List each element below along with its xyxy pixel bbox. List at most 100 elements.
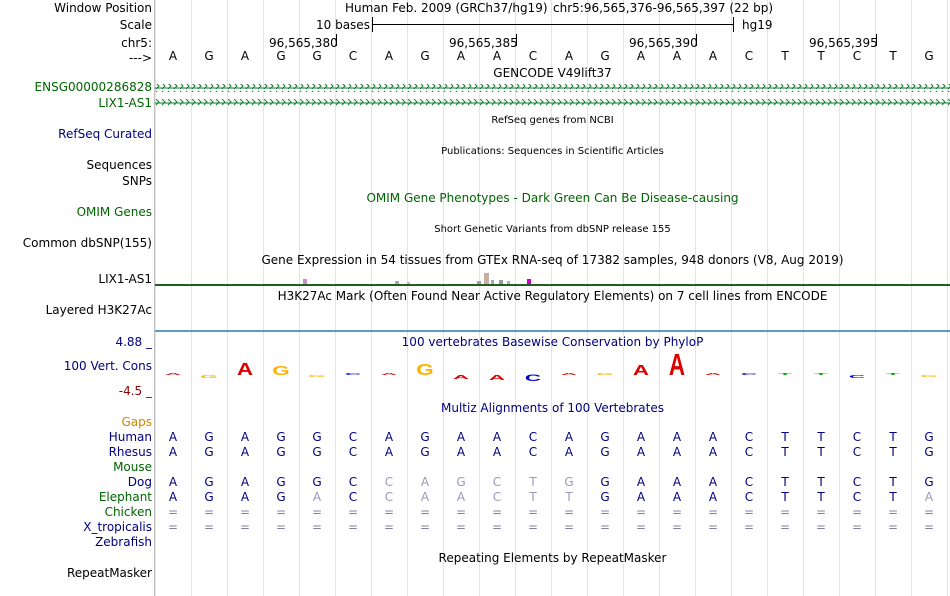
alignment-base-xtrop: = — [275, 520, 287, 534]
alignment-base-chicken: = — [383, 505, 395, 519]
scale-bar-left-tick — [372, 17, 373, 32]
base-letter: C — [348, 49, 358, 63]
gene-ensg00000286828[interactable] — [155, 84, 950, 92]
alignment-base-chicken: = — [203, 505, 215, 519]
label-layered-h3k27ac[interactable]: Layered H3K27Ac — [45, 303, 152, 317]
label-repeatmasker[interactable]: RepeatMasker — [66, 566, 152, 580]
omim-title[interactable]: OMIM Gene Phenotypes - Dark Green Can Be… — [366, 191, 739, 205]
alignment-base-xtrop: = — [779, 520, 791, 534]
alignment-base-human: G — [276, 430, 286, 444]
base-letter: G — [600, 49, 610, 63]
label-rhesus[interactable]: Rhesus — [108, 445, 152, 459]
phylop-letter: A — [165, 373, 182, 376]
repeatmasker-title[interactable]: Repeating Elements by RepeatMasker — [438, 551, 667, 565]
alignment-base-human: G — [924, 430, 934, 444]
base-letter: T — [781, 49, 789, 63]
label-gaps[interactable]: Gaps — [121, 415, 152, 429]
gtex-title[interactable]: Gene Expression in 54 tissues from GTEx … — [261, 253, 844, 267]
label-human[interactable]: Human — [108, 430, 152, 444]
gencode-gene-tracks[interactable] — [155, 82, 950, 110]
gene-lix1-as1[interactable] — [155, 99, 950, 107]
alignment-base-human: G — [312, 430, 322, 444]
ruler-tick-label: 96,565,395 — [809, 36, 878, 50]
alignment-base-chicken: = — [239, 505, 251, 519]
gtex-expression-bars[interactable] — [155, 268, 950, 288]
alignment-base-xtrop: = — [383, 520, 395, 534]
label-elephant[interactable]: Elephant — [98, 490, 152, 504]
ruler-tick — [336, 34, 337, 46]
label-omim[interactable]: OMIM Genes — [76, 205, 152, 219]
label-cons-min: -4.5 _ — [118, 384, 152, 398]
h3k27ac-baseline — [155, 330, 950, 332]
scale-text: 10 bases — [316, 18, 370, 32]
alignment-base-rhesus: A — [708, 445, 718, 459]
base-letter: G — [312, 49, 322, 63]
gencode-title[interactable]: GENCODE V49lift37 — [493, 66, 612, 80]
label-gene-ensg[interactable]: ENSG00000286828 — [34, 80, 152, 94]
label-separator — [154, 0, 155, 596]
base-letter: A — [456, 49, 466, 63]
label-refseq[interactable]: RefSeq Curated — [58, 127, 152, 141]
alignment-base-elephant: C — [492, 490, 502, 504]
alignment-base-xtrop: = — [563, 520, 575, 534]
alignment-base-chicken: = — [707, 505, 719, 519]
alignment-base-rhesus: C — [528, 445, 538, 459]
base-letter: A — [384, 49, 394, 63]
label-window-position[interactable]: Window Position — [54, 1, 152, 15]
label-sequences[interactable]: Sequences — [86, 158, 152, 172]
alignment-base-elephant: G — [276, 490, 286, 504]
phylop-title[interactable]: 100 vertebrates Basewise Conservation by… — [401, 335, 704, 349]
base-gridline — [371, 0, 372, 596]
alignment-base-chicken: = — [887, 505, 899, 519]
alignment-base-elephant: C — [744, 490, 754, 504]
phylop-letter: A — [453, 374, 469, 380]
alignment-base-elephant: C — [384, 490, 394, 504]
alignment-base-elephant: C — [348, 490, 358, 504]
alignment-base-chicken: = — [311, 505, 323, 519]
h3k27ac-title[interactable]: H3K27Ac Mark (Often Found Near Active Re… — [277, 289, 828, 303]
label-gtex[interactable]: LIX1-AS1 — [98, 272, 152, 286]
alignment-base-xtrop: = — [635, 520, 647, 534]
phylop-letter: G — [596, 373, 613, 376]
label-100-vert-cons[interactable]: 100 Vert. Cons — [63, 359, 152, 373]
phylop-letter: A — [633, 363, 650, 379]
scale-bar — [372, 24, 733, 25]
base-gridline — [911, 0, 912, 596]
label-x-tropicalis[interactable]: X_tropicalis — [83, 520, 152, 534]
track-labels: Window Position Scale chr5: ---> ENSG000… — [0, 0, 154, 596]
base-gridline — [623, 0, 624, 596]
label-strand[interactable]: ---> — [128, 51, 152, 65]
dbsnp-title[interactable]: Short Genetic Variants from dbSNP releas… — [434, 224, 671, 235]
label-gene-lix1-as1[interactable]: LIX1-AS1 — [98, 96, 152, 110]
alignment-base-human: A — [708, 430, 718, 444]
base-gridline — [263, 0, 264, 596]
label-scale[interactable]: Scale — [119, 18, 152, 32]
base-letter: A — [636, 49, 646, 63]
base-gridline — [551, 0, 552, 596]
label-dog[interactable]: Dog — [127, 475, 152, 489]
alignment-base-human: A — [456, 430, 466, 444]
alignment-base-dog: T — [817, 475, 825, 489]
alignment-base-human: A — [384, 430, 394, 444]
phylop-letter: A — [381, 373, 398, 376]
ruler-tick — [876, 34, 877, 46]
label-dbsnp[interactable]: Common dbSNP(155) — [22, 236, 152, 250]
alignment-base-xtrop: = — [707, 520, 719, 534]
label-chicken[interactable]: Chicken — [104, 505, 152, 519]
alignment-base-dog: G — [924, 475, 934, 489]
base-letter: A — [168, 49, 178, 63]
refseq-title[interactable]: RefSeq genes from NCBI — [491, 115, 614, 126]
publications-title[interactable]: Publications: Sequences in Scientific Ar… — [441, 146, 664, 157]
alignment-base-chicken: = — [851, 505, 863, 519]
phylop-letter: C — [741, 373, 758, 376]
alignment-base-rhesus: G — [276, 445, 286, 459]
label-snps[interactable]: SNPs — [122, 174, 152, 188]
alignment-base-dog: G — [456, 475, 466, 489]
track-area[interactable]: Human Feb. 2009 (GRCh37/hg19) chr5:96,56… — [155, 0, 950, 596]
label-zebrafish[interactable]: Zebrafish — [95, 535, 152, 549]
multiz-title[interactable]: Multiz Alignments of 100 Vertebrates — [440, 401, 665, 415]
label-mouse[interactable]: Mouse — [113, 460, 152, 474]
alignment-base-elephant: A — [636, 490, 646, 504]
alignment-base-dog: G — [600, 475, 610, 489]
